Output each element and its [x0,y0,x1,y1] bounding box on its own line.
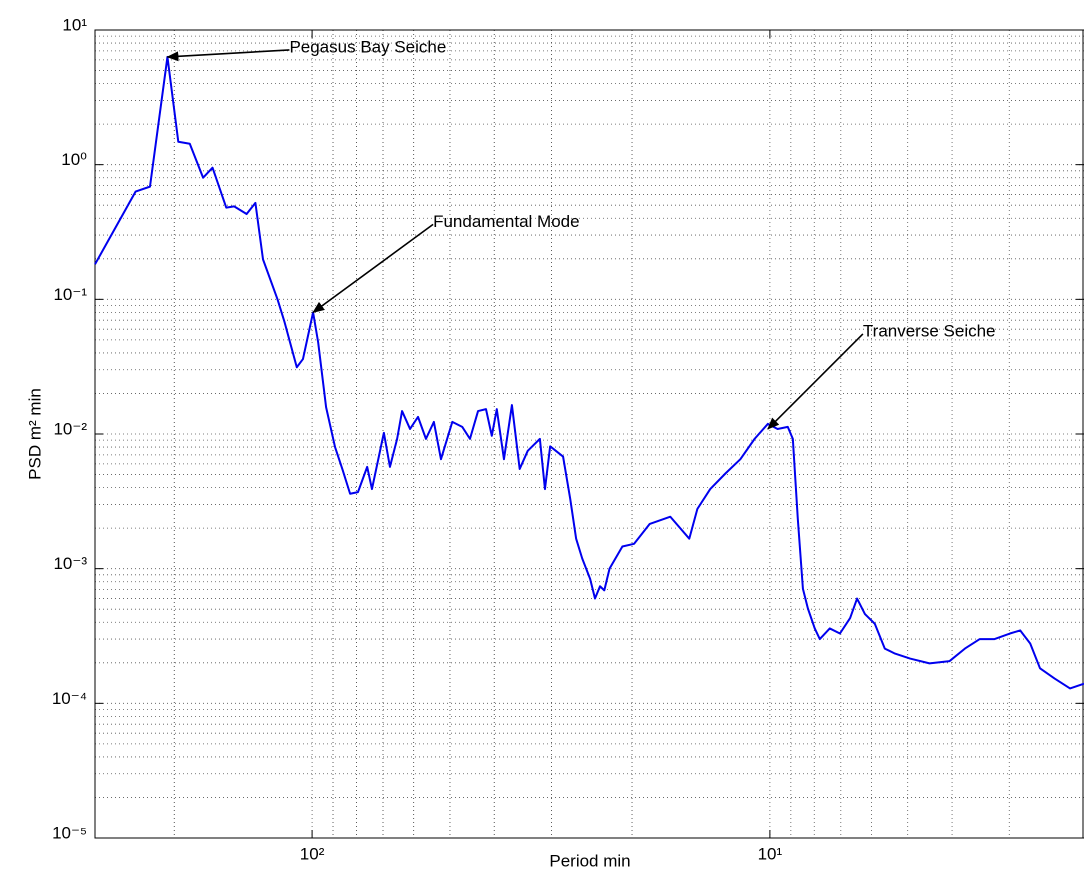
y-tick-label: 10⁻² [53,419,87,438]
annotation-label: Tranverse Seiche [863,321,996,340]
x-axis-label: Period min [549,851,630,870]
x-tick-label: 10¹ [758,844,783,863]
y-axis-label: PSD m² min [25,388,44,480]
annotation-label: Pegasus Bay Seiche [289,37,446,56]
plot-frame [94,29,1084,839]
x-tick-label: 10² [300,844,325,863]
y-tick-label: 10⁻¹ [53,285,87,304]
annotation-label: Fundamental Mode [433,212,579,231]
y-tick-label: 10¹ [62,15,87,34]
y-tick-label: 10⁻⁵ [52,823,87,842]
y-tick-label: 10⁰ [61,150,87,169]
annotation-arrow [767,333,864,430]
y-tick-label: 10⁻⁴ [52,689,87,708]
annotation-arrow [166,49,290,62]
data-line [94,55,1084,690]
annotation-arrow [312,223,434,314]
y-tick-label: 10⁻³ [53,554,87,573]
